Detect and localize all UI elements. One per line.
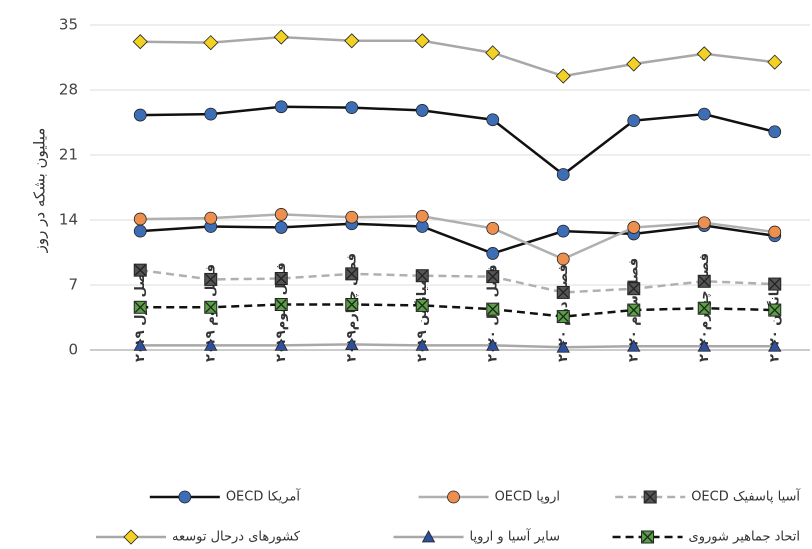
marker <box>557 311 569 323</box>
series-line <box>140 37 775 76</box>
legend-label: سایر آسیا و اروپا <box>470 528 560 545</box>
series-line <box>140 214 775 259</box>
marker <box>557 169 569 181</box>
chart: میلیون بشکه در روز 0714212835فصل اول ۲۰۱… <box>0 0 812 549</box>
marker <box>274 30 288 44</box>
marker <box>275 299 287 311</box>
marker <box>134 301 146 313</box>
legend-label: کشورهای درحال توسعه <box>172 530 301 545</box>
y-tick-label: 0 <box>68 341 78 359</box>
series-line <box>140 305 775 317</box>
y-tick-label: 14 <box>59 211 78 229</box>
marker <box>416 104 428 116</box>
marker <box>205 212 217 224</box>
legend-label: آمریکا OECD <box>226 488 302 505</box>
marker <box>134 213 146 225</box>
marker <box>275 273 287 285</box>
marker <box>487 114 499 126</box>
marker <box>556 69 570 83</box>
marker <box>698 217 710 229</box>
marker <box>628 304 640 316</box>
legend-marker <box>448 491 460 503</box>
marker <box>275 101 287 113</box>
series-line <box>140 270 775 292</box>
legend-marker <box>124 530 138 544</box>
marker <box>769 278 781 290</box>
marker <box>487 247 499 259</box>
marker <box>698 108 710 120</box>
legend-marker <box>179 491 191 503</box>
legend-marker <box>642 531 654 543</box>
marker <box>557 286 569 298</box>
y-tick-label: 21 <box>59 146 78 164</box>
marker <box>768 55 782 69</box>
marker <box>415 34 429 48</box>
marker <box>769 304 781 316</box>
y-axis-label: میلیون بشکه در روز <box>31 128 49 254</box>
series-line <box>140 107 775 175</box>
marker <box>697 47 711 61</box>
marker <box>346 299 358 311</box>
marker <box>134 225 146 237</box>
marker <box>275 221 287 233</box>
marker <box>134 109 146 121</box>
marker <box>769 226 781 238</box>
marker <box>628 283 640 295</box>
series-line <box>140 224 775 254</box>
marker <box>627 57 641 71</box>
marker <box>346 102 358 114</box>
marker <box>346 268 358 280</box>
y-tick-label: 7 <box>68 276 78 294</box>
marker <box>487 222 499 234</box>
marker <box>557 253 569 265</box>
marker <box>769 126 781 138</box>
legend-label: اتحاد جماهیر شوروی <box>689 530 800 545</box>
legend-marker <box>644 491 656 503</box>
legend-label: اروپا OECD <box>495 490 560 505</box>
marker <box>205 273 217 285</box>
marker <box>628 221 640 233</box>
marker <box>133 35 147 49</box>
marker <box>345 34 359 48</box>
y-tick-label: 28 <box>59 81 78 99</box>
series-line <box>140 344 775 347</box>
marker <box>205 301 217 313</box>
marker <box>416 270 428 282</box>
marker <box>698 302 710 314</box>
marker <box>486 46 500 60</box>
marker <box>487 271 499 283</box>
marker <box>205 108 217 120</box>
marker <box>275 208 287 220</box>
marker <box>204 36 218 50</box>
marker <box>416 299 428 311</box>
y-tick-label: 35 <box>59 16 78 34</box>
marker <box>698 275 710 287</box>
marker <box>416 210 428 222</box>
marker <box>487 303 499 315</box>
legend-label: آسیا پاسفیک OECD <box>691 488 801 505</box>
marker <box>134 264 146 276</box>
marker <box>628 115 640 127</box>
marker <box>346 211 358 223</box>
marker <box>557 225 569 237</box>
